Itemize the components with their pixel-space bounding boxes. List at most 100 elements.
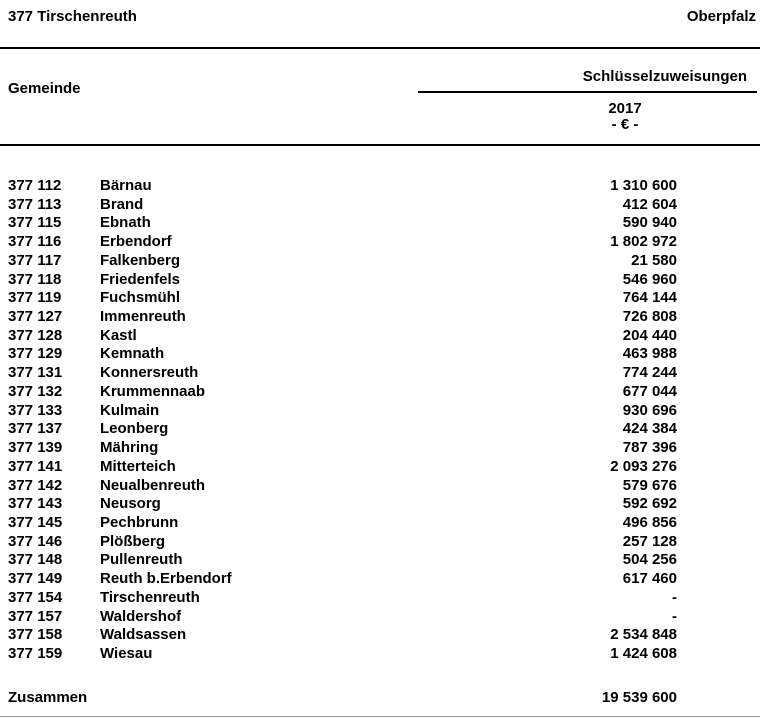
gemeinde-code: 377 116 bbox=[8, 233, 62, 251]
gemeinde-code: 377 149 bbox=[8, 570, 63, 588]
table-row: 377 137 Leonberg 424 384 bbox=[0, 420, 760, 439]
unit-label: - € - bbox=[611, 116, 639, 133]
table-row: 377 112 Bärnau 1 310 600 bbox=[0, 177, 760, 196]
gemeinde-code: 377 143 bbox=[8, 495, 63, 513]
table-row: 377 133 Kulmain 930 696 bbox=[0, 402, 760, 421]
gemeinde-code: 377 141 bbox=[8, 457, 63, 475]
header-rule bbox=[0, 47, 760, 49]
gemeinde-name: Krummennaab bbox=[100, 382, 206, 400]
gemeinde-name: Kulmain bbox=[100, 401, 160, 419]
gemeinde-name: Neusorg bbox=[100, 495, 161, 513]
allocation-value: 590 940 bbox=[622, 214, 677, 232]
allocation-value: 496 856 bbox=[622, 513, 677, 531]
table-row: 377 118 Friedenfels 546 960 bbox=[0, 271, 760, 290]
year-label: 2017 bbox=[608, 100, 642, 117]
allocation-value: 677 044 bbox=[622, 382, 677, 400]
allocation-value: 592 692 bbox=[622, 495, 677, 513]
gemeinde-code: 377 157 bbox=[8, 607, 63, 625]
gemeinde-name: Kastl bbox=[100, 326, 137, 344]
allocation-value: 504 256 bbox=[622, 551, 677, 569]
allocation-value: - bbox=[672, 588, 677, 606]
allocation-value: 1 424 608 bbox=[610, 644, 677, 662]
gemeinde-code: 377 133 bbox=[8, 401, 63, 419]
gemeinde-code: 377 145 bbox=[8, 513, 63, 531]
gemeinde-name: Brand bbox=[100, 195, 144, 213]
allocation-value: 257 128 bbox=[622, 532, 677, 550]
gemeinde-code: 377 158 bbox=[8, 626, 63, 644]
gemeinde-code: 377 112 bbox=[8, 177, 62, 194]
gemeinde-name: Pechbrunn bbox=[100, 513, 179, 531]
table-row: 377 117 Falkenberg 21 580 bbox=[0, 252, 760, 271]
total-value: 19 539 600 bbox=[601, 689, 677, 706]
gemeinde-code: 377 137 bbox=[8, 420, 63, 438]
allocation-value: 1 802 972 bbox=[610, 233, 677, 251]
gemeinde-code: 377 148 bbox=[8, 551, 63, 569]
gemeinde-name: Pullenreuth bbox=[100, 551, 183, 569]
table-row: 377 159 Wiesau 1 424 608 bbox=[0, 645, 760, 664]
gemeinde-name: Immenreuth bbox=[100, 308, 186, 326]
gemeinde-name: Wiesau bbox=[100, 644, 153, 662]
bottom-rule bbox=[0, 716, 760, 717]
gemeinde-name: Neualbenreuth bbox=[100, 476, 206, 494]
table-top-rule bbox=[0, 144, 760, 146]
table-row: 377 127 Immenreuth 726 808 bbox=[0, 308, 760, 327]
gemeinde-name: Ebnath bbox=[100, 214, 151, 232]
column-header-gemeinde: Gemeinde bbox=[8, 80, 81, 97]
gemeinde-code: 377 154 bbox=[8, 588, 63, 606]
total-row: Zusammen 19 539 600 bbox=[0, 689, 760, 706]
gemeinde-code: 377 117 bbox=[8, 251, 62, 269]
gemeinde-name: Bärnau bbox=[100, 177, 152, 194]
table-row: 377 119 Fuchsmühl 764 144 bbox=[0, 289, 760, 308]
allocation-value: 2 093 276 bbox=[610, 457, 677, 475]
allocation-value: 617 460 bbox=[622, 570, 677, 588]
table-row: 377 149 Reuth b.Erbendorf 617 460 bbox=[0, 570, 760, 589]
table-row: 377 113 Brand 412 604 bbox=[0, 196, 760, 215]
gemeinde-code: 377 131 bbox=[8, 364, 63, 382]
table-row: 377 146 Plößberg 257 128 bbox=[0, 533, 760, 552]
table-row: 377 129 Kemnath 463 988 bbox=[0, 345, 760, 364]
gemeinde-code: 377 139 bbox=[8, 439, 63, 457]
allocation-value: 463 988 bbox=[622, 345, 677, 363]
gemeinde-code: 377 146 bbox=[8, 532, 63, 550]
municipality-table: 377 112 Bärnau 1 310 600 377 113 Brand 4… bbox=[0, 177, 760, 664]
allocation-value: 787 396 bbox=[622, 439, 677, 457]
gemeinde-code: 377 159 bbox=[8, 644, 63, 662]
table-row: 377 132 Krummennaab 677 044 bbox=[0, 383, 760, 402]
gemeinde-code: 377 129 bbox=[8, 345, 63, 363]
gemeinde-name: Waldershof bbox=[100, 607, 182, 625]
region-title: Oberpfalz bbox=[686, 8, 756, 25]
allocation-value: 726 808 bbox=[622, 308, 677, 326]
gemeinde-name: Tirschenreuth bbox=[100, 588, 200, 606]
table-row: 377 116 Erbendorf 1 802 972 bbox=[0, 233, 760, 252]
gemeinde-code: 377 118 bbox=[8, 270, 62, 288]
allocation-value: 2 534 848 bbox=[610, 626, 677, 644]
table-row: 377 128 Kastl 204 440 bbox=[0, 327, 760, 346]
allocation-value: 930 696 bbox=[622, 401, 677, 419]
allocation-value: 21 580 bbox=[631, 251, 677, 269]
table-row: 377 131 Konnersreuth 774 244 bbox=[0, 364, 760, 383]
column-subheader: 2017 - € - bbox=[560, 101, 690, 133]
table-row: 377 154 Tirschenreuth - bbox=[0, 589, 760, 608]
total-label: Zusammen bbox=[8, 689, 88, 706]
table-row: 377 158 Waldsassen 2 534 848 bbox=[0, 626, 760, 645]
gemeinde-name: Reuth b.Erbendorf bbox=[100, 570, 232, 588]
allocation-value: 204 440 bbox=[622, 326, 677, 344]
allocation-value: 1 310 600 bbox=[610, 177, 677, 194]
gemeinde-code: 377 119 bbox=[8, 289, 62, 307]
allocation-value: 774 244 bbox=[622, 364, 677, 382]
table-row: 377 141 Mitterteich 2 093 276 bbox=[0, 458, 760, 477]
gemeinde-name: Plößberg bbox=[100, 532, 166, 550]
table-row: 377 142 Neualbenreuth 579 676 bbox=[0, 477, 760, 496]
table-row: 377 145 Pechbrunn 496 856 bbox=[0, 514, 760, 533]
gemeinde-code: 377 132 bbox=[8, 382, 63, 400]
gemeinde-code: 377 127 bbox=[8, 308, 63, 326]
allocation-value: 764 144 bbox=[622, 289, 677, 307]
table-row: 377 148 Pullenreuth 504 256 bbox=[0, 551, 760, 570]
table-row: 377 143 Neusorg 592 692 bbox=[0, 495, 760, 514]
gemeinde-name: Waldsassen bbox=[100, 626, 187, 644]
table-row: 377 157 Waldershof - bbox=[0, 608, 760, 627]
allocation-value: 412 604 bbox=[622, 195, 677, 213]
gemeinde-name: Kemnath bbox=[100, 345, 165, 363]
gemeinde-code: 377 142 bbox=[8, 476, 63, 494]
